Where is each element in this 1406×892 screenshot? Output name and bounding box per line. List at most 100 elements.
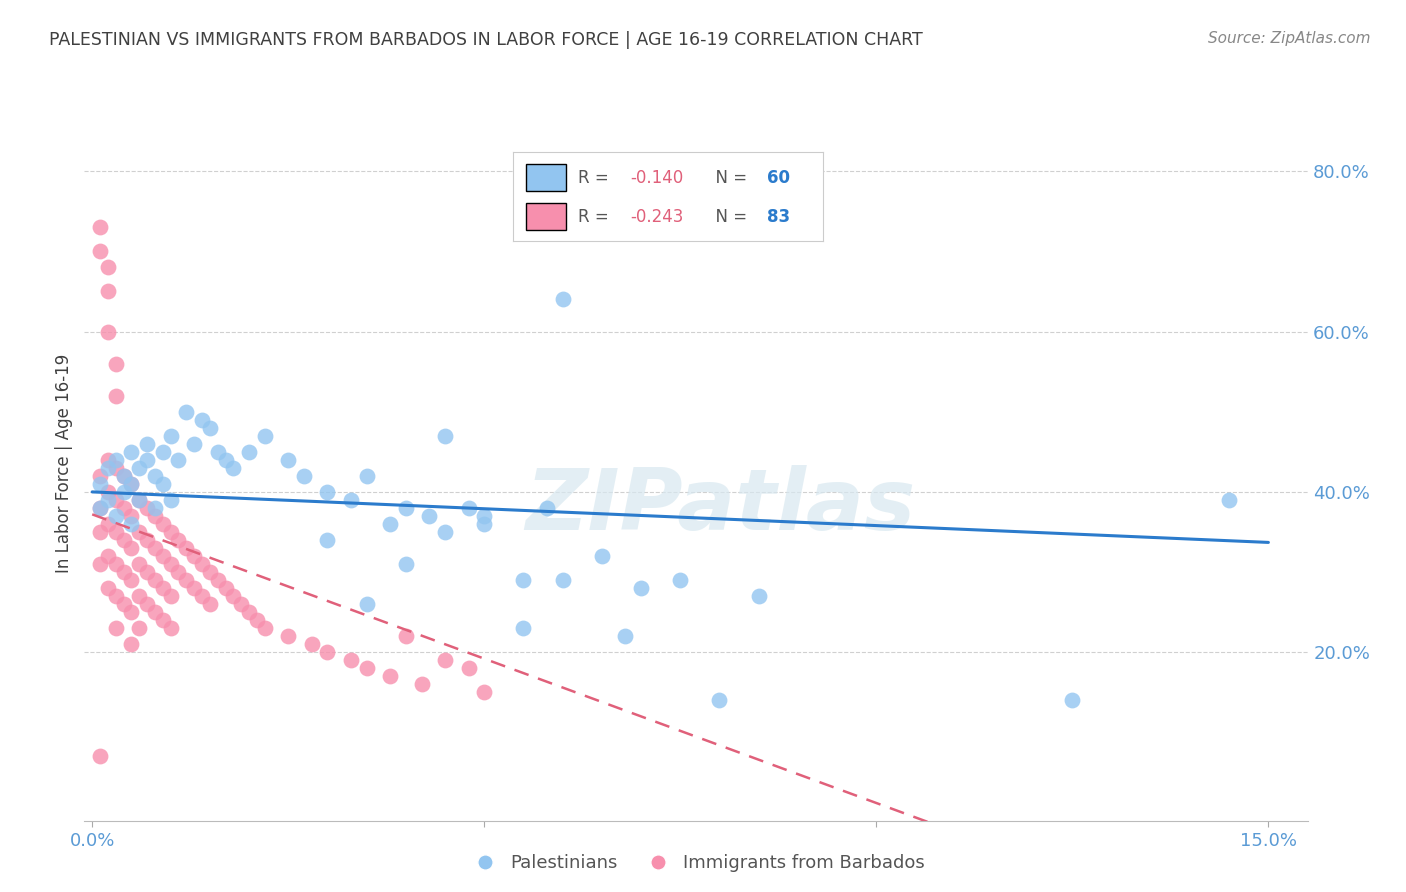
Point: [104, 357, 127, 371]
Point: [159, 589, 181, 603]
Point: [167, 453, 190, 467]
Point: [120, 476, 142, 491]
Point: [89, 468, 111, 483]
Point: [112, 500, 135, 515]
Point: [277, 629, 299, 643]
Point: [97, 516, 120, 531]
Point: [152, 549, 174, 563]
Point: [97, 325, 120, 339]
Point: [176, 405, 198, 419]
Point: [167, 533, 190, 547]
Point: [176, 541, 198, 555]
Point: [231, 597, 253, 611]
Point: [120, 516, 142, 531]
Point: [143, 541, 166, 555]
Point: [207, 445, 229, 459]
Point: [120, 573, 142, 587]
Point: [104, 524, 127, 539]
Point: [143, 573, 166, 587]
Point: [472, 508, 495, 523]
Point: [214, 581, 236, 595]
Point: [472, 685, 495, 699]
Point: [395, 629, 418, 643]
Point: [152, 516, 174, 531]
Point: [112, 533, 135, 547]
Point: [238, 605, 260, 619]
Point: [104, 621, 127, 635]
Point: [152, 476, 174, 491]
Legend: Palestinians, Immigrants from Barbados: Palestinians, Immigrants from Barbados: [460, 847, 932, 880]
Point: [152, 613, 174, 627]
Point: [222, 460, 245, 475]
Point: [128, 524, 150, 539]
Point: [143, 605, 166, 619]
Point: [1218, 492, 1240, 507]
Point: [301, 637, 323, 651]
Point: [97, 492, 120, 507]
Point: [159, 429, 181, 443]
Text: R =: R =: [578, 169, 614, 186]
Point: [120, 605, 142, 619]
Point: [340, 653, 363, 667]
Point: [97, 549, 120, 563]
Point: [112, 565, 135, 579]
Point: [89, 500, 111, 515]
Point: [669, 573, 692, 587]
Text: N =: N =: [704, 169, 752, 186]
Point: [128, 492, 150, 507]
Point: [316, 533, 339, 547]
Point: [128, 621, 150, 635]
Point: [104, 508, 127, 523]
Point: [120, 637, 142, 651]
Point: [591, 549, 613, 563]
Point: [214, 453, 236, 467]
Point: [89, 749, 111, 764]
Text: Source: ZipAtlas.com: Source: ZipAtlas.com: [1208, 31, 1371, 46]
Point: [222, 589, 245, 603]
Text: R =: R =: [578, 208, 614, 226]
Text: PALESTINIAN VS IMMIGRANTS FROM BARBADOS IN LABOR FORCE | AGE 16-19 CORRELATION C: PALESTINIAN VS IMMIGRANTS FROM BARBADOS …: [49, 31, 922, 49]
FancyBboxPatch shape: [526, 203, 565, 230]
Point: [159, 524, 181, 539]
Point: [143, 500, 166, 515]
Point: [143, 508, 166, 523]
Point: [536, 500, 558, 515]
Text: 83: 83: [766, 208, 790, 226]
Point: [198, 597, 221, 611]
Point: [183, 581, 205, 595]
Point: [143, 468, 166, 483]
Point: [89, 557, 111, 571]
Point: [128, 492, 150, 507]
Point: [152, 581, 174, 595]
Point: [104, 453, 127, 467]
Point: [512, 573, 534, 587]
Text: ZIPatlas: ZIPatlas: [526, 465, 915, 549]
Point: [356, 597, 378, 611]
Point: [316, 645, 339, 659]
Point: [128, 557, 150, 571]
Point: [97, 285, 120, 299]
Point: [104, 557, 127, 571]
Point: [395, 557, 418, 571]
Point: [356, 468, 378, 483]
Point: [128, 460, 150, 475]
Point: [191, 413, 214, 427]
Point: [167, 565, 190, 579]
Point: [709, 693, 731, 707]
Point: [136, 597, 159, 611]
Point: [198, 565, 221, 579]
Point: [380, 516, 402, 531]
Point: [411, 677, 433, 691]
Point: [457, 500, 479, 515]
Point: [89, 524, 111, 539]
Point: [434, 429, 457, 443]
Point: [316, 484, 339, 499]
Text: 60: 60: [766, 169, 790, 186]
Point: [551, 293, 574, 307]
Point: [136, 453, 159, 467]
Point: [120, 476, 142, 491]
Point: [457, 661, 479, 675]
Text: N =: N =: [704, 208, 752, 226]
Text: -0.243: -0.243: [631, 208, 685, 226]
Point: [89, 244, 111, 259]
